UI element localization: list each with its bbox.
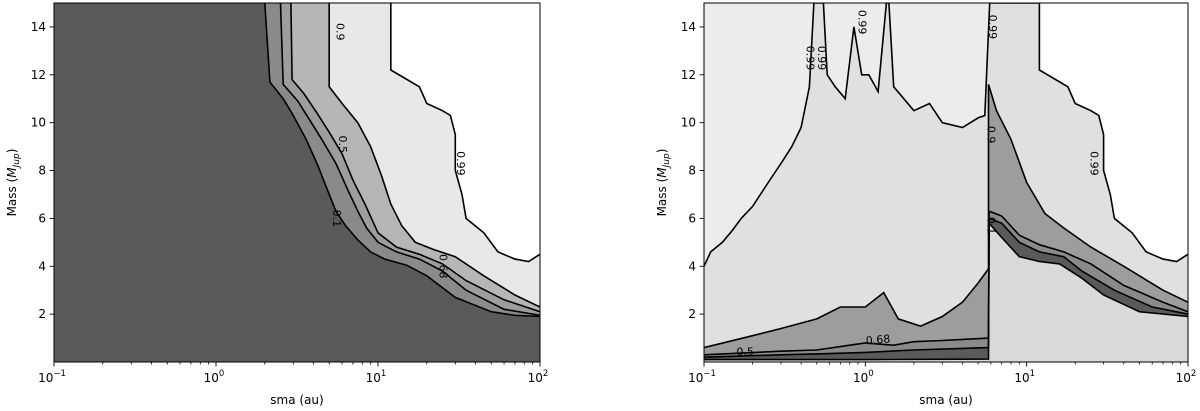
x-tick-label: 100 <box>204 369 225 385</box>
y-tick-label: 4 <box>38 259 46 273</box>
contour-line-0-68 <box>290 3 540 313</box>
contour-label: 0.5 <box>736 345 754 358</box>
y-tick-label: 14 <box>681 20 696 34</box>
y-tick-label: 10 <box>31 116 46 130</box>
x-axis-label: sma (au) <box>270 393 323 407</box>
y-tick-label: 12 <box>31 68 46 82</box>
y-axis: 2 4 6 8 10 12 14 Mass (MJup) <box>5 20 54 321</box>
x-tick-label: 10−1 <box>688 369 716 385</box>
contour-label: 0.1 <box>984 217 997 235</box>
x-axis: 10−1 100 101 102 sma (au) <box>38 362 548 407</box>
y-tick-label: 12 <box>681 68 696 82</box>
contour-label: 0.1 <box>330 210 343 228</box>
contour-line-0-68 <box>704 210 1188 356</box>
y-tick-label: 14 <box>31 20 46 34</box>
y-axis: 2 4 6 8 10 12 14 Mass (MJup) <box>655 20 704 321</box>
contour-line-0-9 <box>328 3 540 308</box>
axes-frame <box>53 2 541 363</box>
contour-label: 0.99 <box>986 15 999 40</box>
contour-label: 0.99 <box>803 46 816 70</box>
x-tick-label: 102 <box>528 369 549 385</box>
x-tick-label: 101 <box>366 369 387 385</box>
contour-line-0-5 <box>704 217 1188 358</box>
contour-label: 0.68 <box>436 254 449 279</box>
y-tick-label: 8 <box>688 164 696 178</box>
y-tick-label: 8 <box>38 164 46 178</box>
y-tick-label: 4 <box>688 259 696 273</box>
y-tick-label: 2 <box>38 307 46 321</box>
contour-label: 0.9 <box>984 126 997 144</box>
panel-left: 0.1 0.5 0.68 0.9 0.99 10−1 100 101 102 sma (au) 2 4… <box>5 2 548 407</box>
contour-fill-0-99 <box>390 3 540 262</box>
contour-label: 0.99 <box>856 10 869 35</box>
y-tick-label: 6 <box>38 211 46 225</box>
contour-label: 0.5 <box>336 135 349 153</box>
x-tick-label: 102 <box>1176 369 1197 385</box>
axes-frame <box>703 2 1189 363</box>
contour-label: 0.9 <box>334 23 347 41</box>
y-axis-label: Mass (MJup) <box>655 149 672 217</box>
x-axis: 10−1 100 101 102 sma (au) <box>688 362 1196 407</box>
contour-line-0-99 <box>704 3 991 267</box>
contour-fill-0-99 <box>704 3 1188 267</box>
contour-line-0-5 <box>279 3 540 317</box>
x-axis-label: sma (au) <box>919 393 972 407</box>
y-axis-label: Mass (MJup) <box>5 149 22 217</box>
contour-label: 0.99 <box>815 46 828 70</box>
contour-line-0-1 <box>704 221 1188 361</box>
contour-line-0-99 <box>390 3 540 263</box>
x-tick-label: 10−1 <box>38 369 66 385</box>
y-tick-label: 10 <box>681 116 696 130</box>
contour-line-0-99 <box>989 3 1188 263</box>
contour-label: 0.68 <box>865 332 891 347</box>
y-tick-label: 6 <box>688 211 696 225</box>
contour-line-0-9 <box>704 84 1188 349</box>
contour-label: 0.99 <box>1088 151 1101 176</box>
x-tick-label: 100 <box>853 369 874 385</box>
panel-right: 0.990.990.99 0.990.990.90.10.680.510−1 100… <box>655 2 1196 407</box>
x-tick-label: 101 <box>1014 369 1035 385</box>
contour-fill-0-99 <box>989 3 1188 262</box>
y-tick-label: 2 <box>688 307 696 321</box>
contour-line-0-1 <box>264 3 540 318</box>
contour-fill-0-9 <box>704 3 1188 348</box>
contour-label: 0.99 <box>454 151 467 176</box>
